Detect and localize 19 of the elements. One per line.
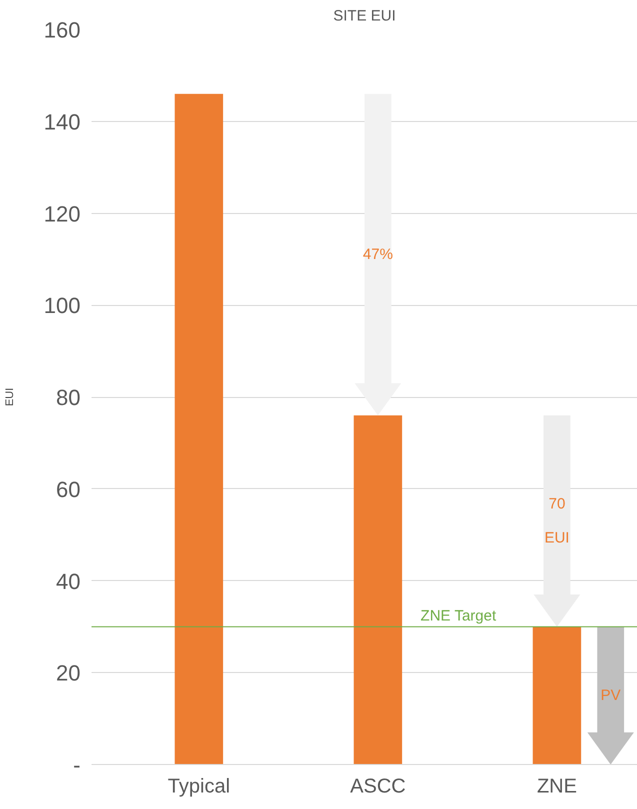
y-tick-label: 160	[44, 18, 81, 42]
x-tick-label: ASCC	[350, 776, 406, 798]
x-tick-label: ZNE	[536, 776, 577, 798]
y-tick-label: -	[73, 752, 80, 778]
bar	[174, 94, 224, 764]
annotation: 47%	[362, 246, 393, 264]
annotation: 70 EUI	[544, 496, 570, 547]
y-tick-label: 40	[56, 568, 81, 594]
chart-title: SITE EUI	[333, 8, 396, 24]
annotation: PV	[600, 687, 621, 704]
y-tick-label: 80	[56, 385, 81, 410]
x-tick-label: Typical	[168, 776, 230, 798]
y-tick-label: 100	[44, 293, 81, 318]
y-axis-title: EUI	[4, 388, 16, 406]
y-tick-label: 140	[44, 109, 81, 134]
y-tick-label: 20	[56, 660, 81, 686]
y-tick-label: 120	[44, 201, 81, 226]
ref-line-label: ZNE Target	[420, 608, 497, 625]
y-tick-label: 60	[56, 476, 81, 502]
